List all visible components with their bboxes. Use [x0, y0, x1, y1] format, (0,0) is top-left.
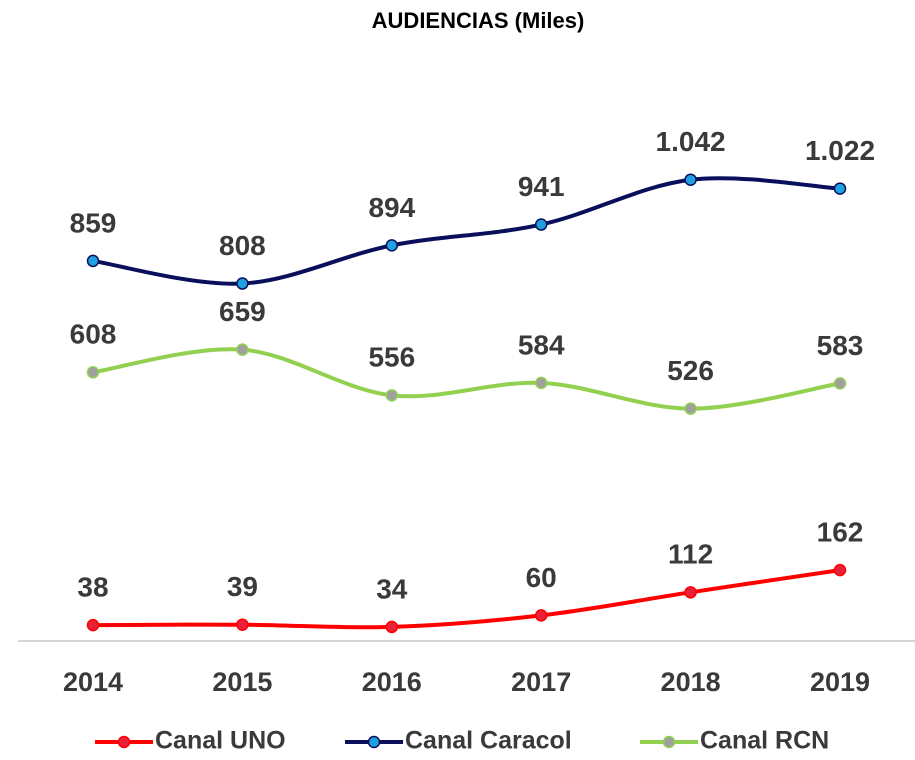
x-tick-label: 2018	[661, 667, 721, 697]
data-label: 526	[667, 355, 714, 386]
point	[236, 343, 249, 356]
point	[684, 586, 697, 599]
data-label: 112	[668, 539, 713, 570]
point	[385, 620, 399, 634]
data-label: 556	[368, 342, 415, 373]
point	[236, 277, 249, 290]
point	[86, 254, 100, 268]
point	[534, 376, 548, 390]
legend-marker	[117, 735, 131, 749]
data-label: 1.022	[805, 135, 875, 166]
data-label: 808	[219, 230, 266, 261]
point	[833, 377, 847, 390]
series-line	[92, 176, 841, 286]
x-tick-label: 2017	[511, 667, 571, 697]
series-line	[92, 347, 841, 411]
data-label: 60	[526, 562, 557, 593]
point	[534, 609, 548, 622]
point	[833, 563, 847, 577]
legend-label: Canal Caracol	[405, 727, 572, 755]
point	[684, 402, 697, 415]
point	[86, 618, 100, 632]
legend-label: Canal RCN	[700, 727, 829, 755]
legend-label: Canal UNO	[155, 727, 286, 755]
data-label: 659	[219, 296, 266, 327]
x-tick-label: 2016	[362, 667, 422, 697]
data-label: 39	[227, 571, 258, 602]
point	[236, 618, 249, 631]
x-tick-label: 2019	[810, 667, 870, 697]
legend-marker	[662, 735, 676, 749]
point	[534, 218, 548, 231]
chart-title: AUDIENCIAS (Miles)	[372, 8, 585, 33]
data-label: 941	[518, 171, 565, 202]
point	[385, 389, 399, 402]
point	[833, 182, 847, 195]
data-label: 583	[817, 330, 864, 361]
point	[385, 239, 399, 252]
legend-marker	[367, 735, 381, 749]
point	[86, 366, 100, 379]
x-tick-label: 2014	[63, 667, 123, 697]
data-label: 34	[376, 573, 408, 604]
series-line	[92, 568, 841, 630]
data-label: 608	[70, 319, 117, 350]
point	[684, 173, 697, 186]
data-label: 894	[368, 192, 415, 223]
data-label: 162	[817, 517, 864, 548]
data-label: 1.042	[656, 126, 726, 157]
data-label: 859	[70, 207, 117, 238]
x-tick-label: 2015	[212, 667, 272, 697]
data-label: 38	[77, 572, 108, 603]
data-label: 584	[518, 329, 565, 360]
